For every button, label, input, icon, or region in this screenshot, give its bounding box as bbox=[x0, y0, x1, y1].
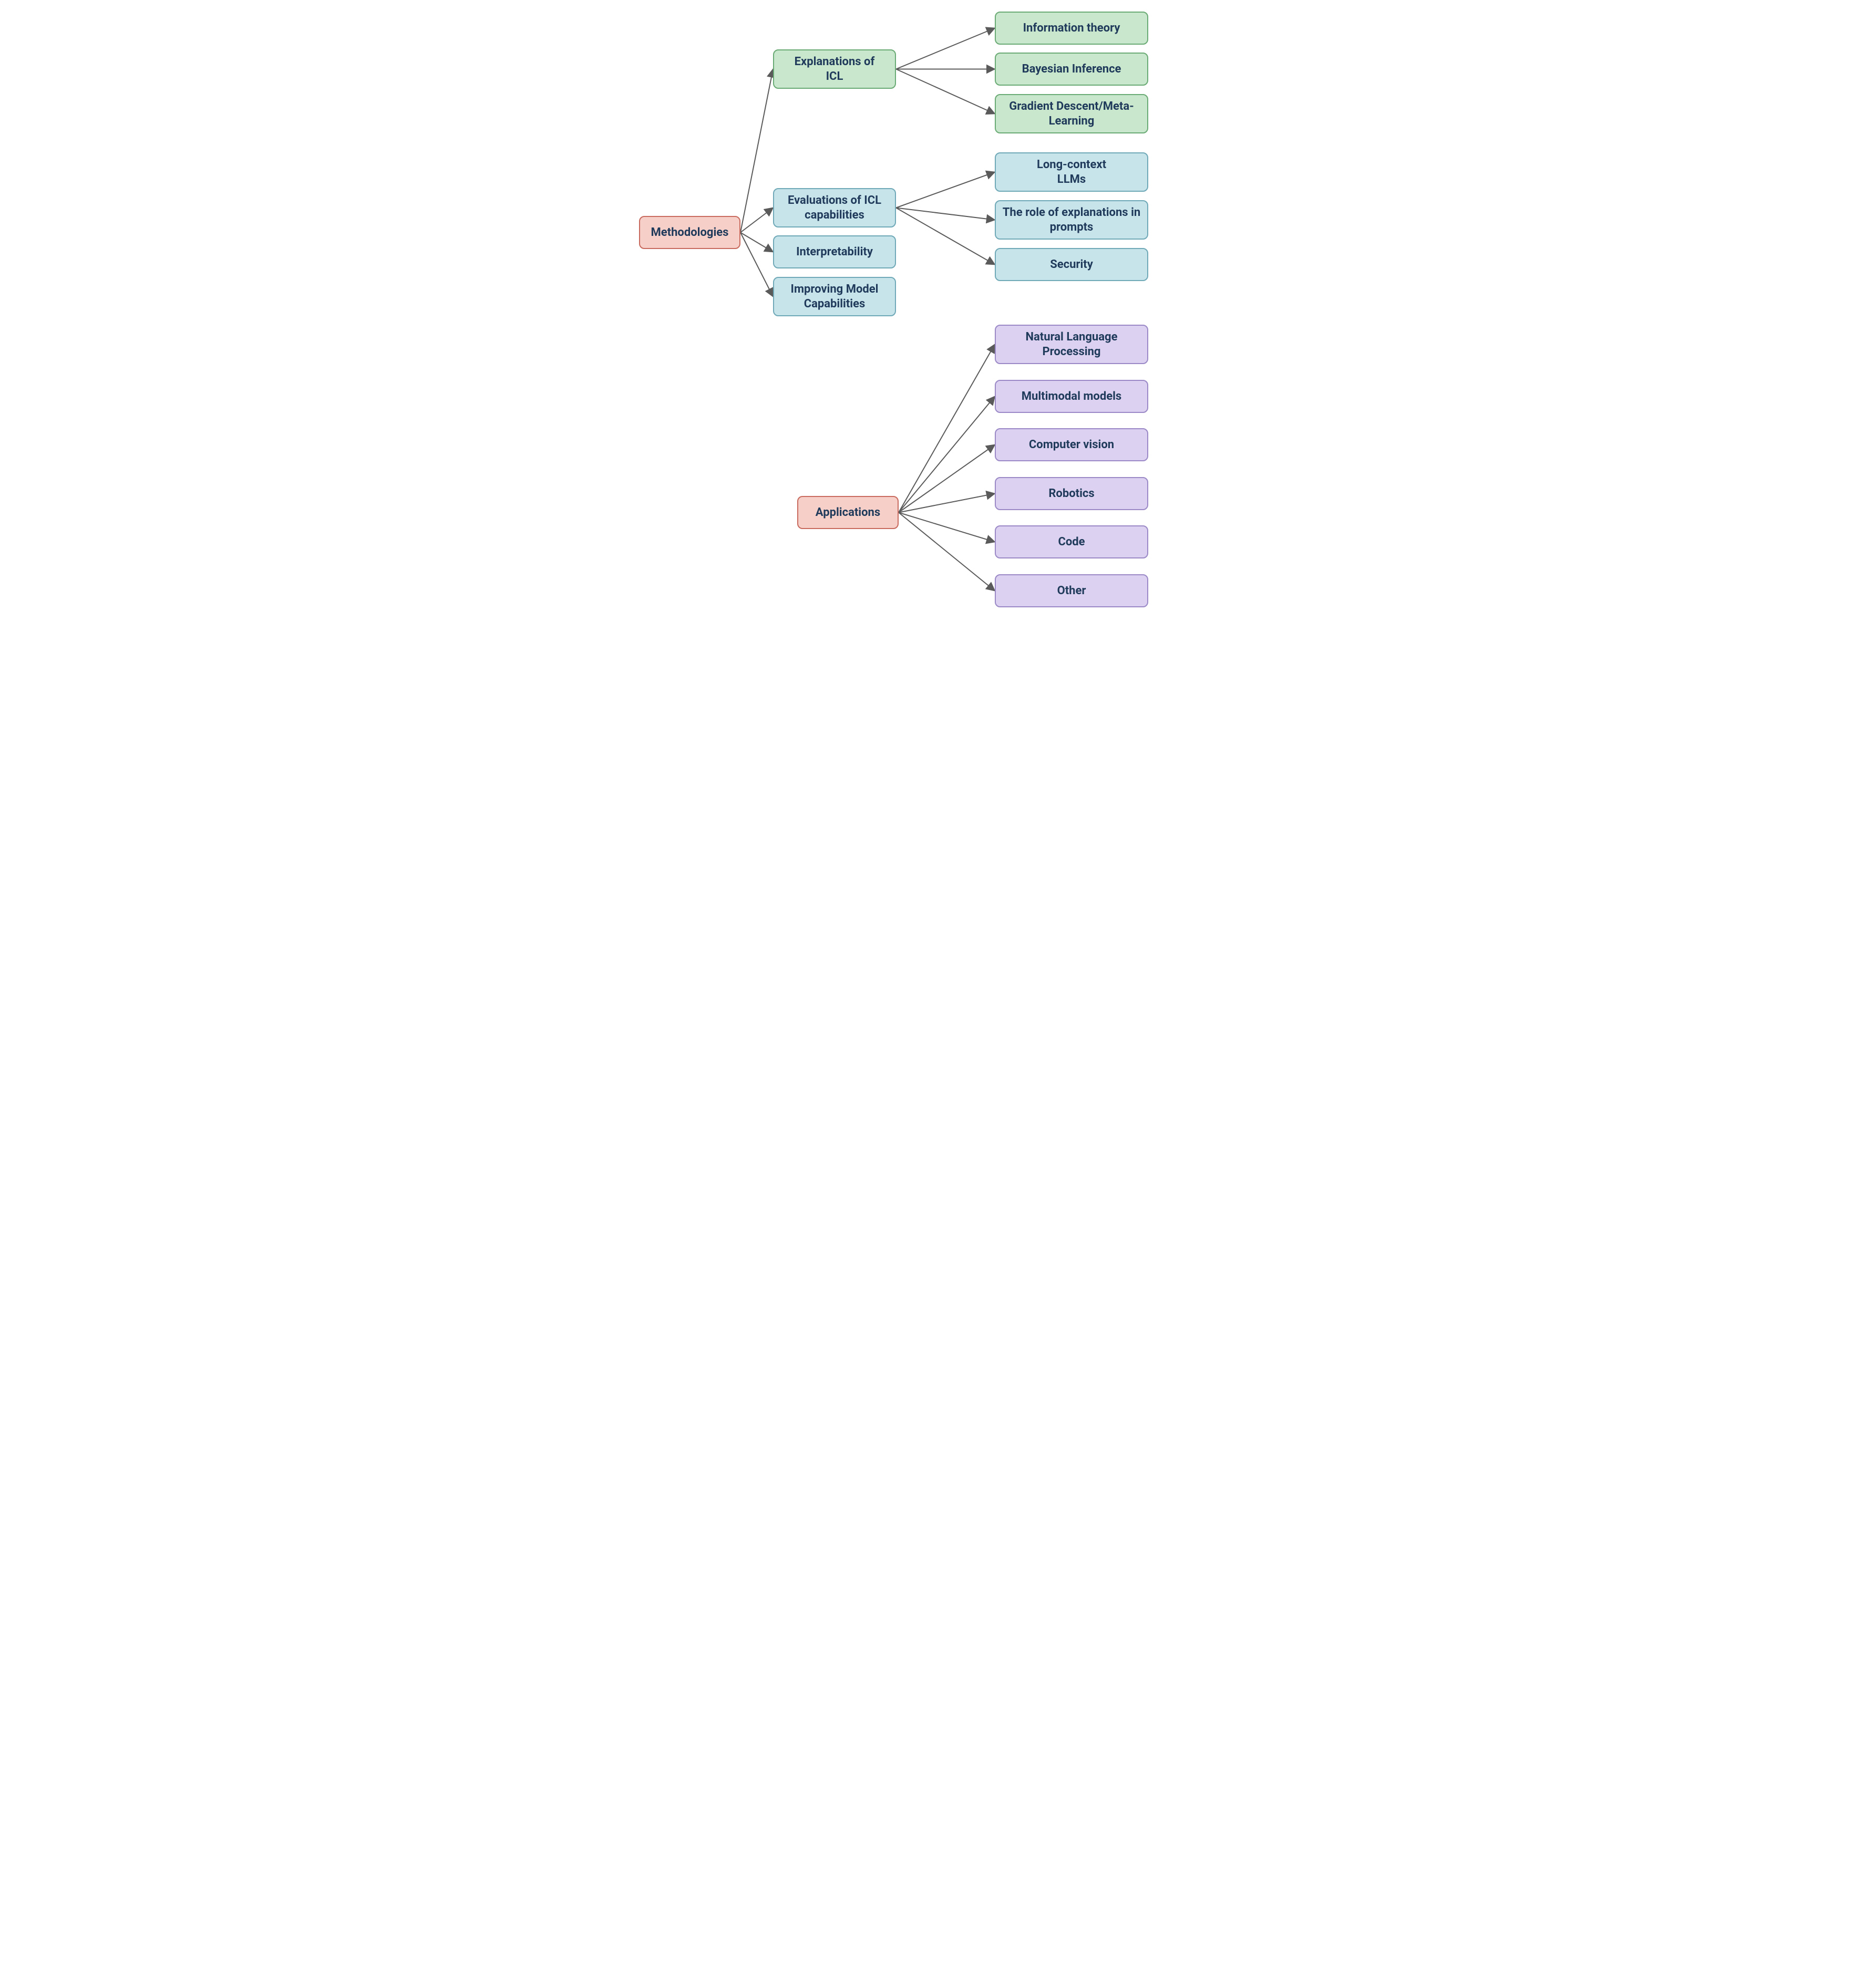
edge-methodologies-to-interpret bbox=[740, 233, 773, 252]
edge-evaluations-to-longctx bbox=[896, 172, 995, 208]
node-multimodal: Multimodal models bbox=[995, 380, 1148, 413]
diagram-canvas: Methodologies Applications Explanations of… bbox=[612, 0, 1242, 676]
edge-explanations-to-info_theory bbox=[896, 28, 995, 69]
node-methodologies: Methodologies bbox=[639, 216, 740, 249]
edge-applications-to-code bbox=[899, 513, 995, 542]
edge-methodologies-to-evaluations bbox=[740, 208, 773, 233]
node-security: Security bbox=[995, 248, 1148, 281]
edge-applications-to-other bbox=[899, 513, 995, 591]
edge-methodologies-to-improving bbox=[740, 233, 773, 297]
edge-applications-to-nlp bbox=[899, 345, 995, 513]
node-improving: Improving ModelCapabilities bbox=[773, 277, 896, 316]
node-other: Other bbox=[995, 574, 1148, 607]
node-nlp: Natural LanguageProcessing bbox=[995, 325, 1148, 364]
node-info_theory: Information theory bbox=[995, 12, 1148, 45]
node-interpret: Interpretability bbox=[773, 235, 896, 268]
edge-evaluations-to-security bbox=[896, 208, 995, 265]
node-bayesian: Bayesian Inference bbox=[995, 53, 1148, 86]
node-explanations: Explanations ofICL bbox=[773, 49, 896, 89]
edge-evaluations-to-role_expl bbox=[896, 208, 995, 220]
node-longctx: Long-contextLLMs bbox=[995, 152, 1148, 192]
edge-explanations-to-gdml bbox=[896, 69, 995, 114]
node-role_expl: The role of explanations inprompts bbox=[995, 200, 1148, 240]
node-cv: Computer vision bbox=[995, 428, 1148, 461]
node-code: Code bbox=[995, 525, 1148, 558]
edge-applications-to-cv bbox=[899, 445, 995, 513]
node-evaluations: Evaluations of ICLcapabilities bbox=[773, 188, 896, 227]
node-applications: Applications bbox=[797, 496, 899, 529]
edge-applications-to-robotics bbox=[899, 494, 995, 513]
node-gdml: Gradient Descent/Meta-Learning bbox=[995, 94, 1148, 133]
edge-applications-to-multimodal bbox=[899, 397, 995, 513]
edge-methodologies-to-explanations bbox=[740, 69, 773, 233]
node-robotics: Robotics bbox=[995, 477, 1148, 510]
